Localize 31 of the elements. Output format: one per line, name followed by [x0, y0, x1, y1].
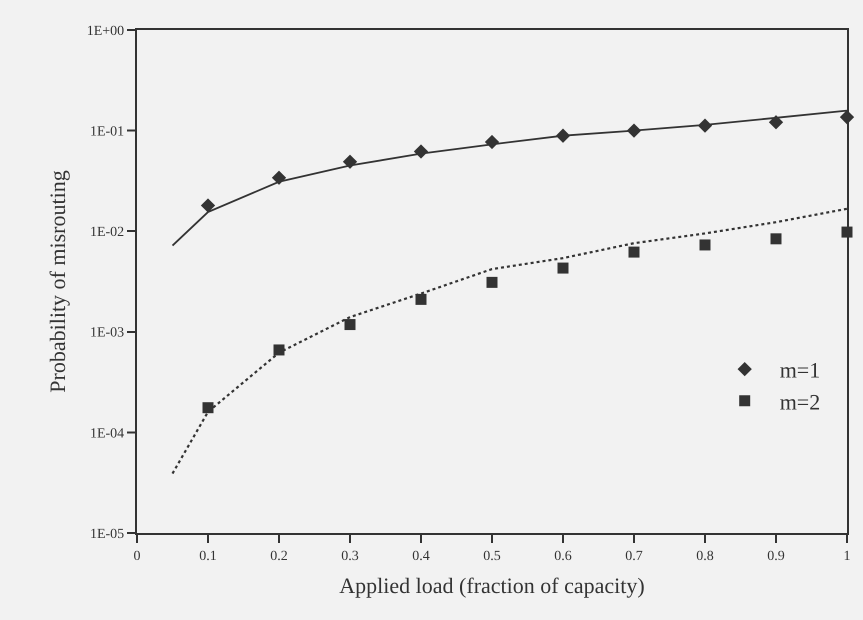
y-tick-label: 1E+00 — [86, 24, 124, 39]
x-tick-label: 0 — [134, 548, 140, 564]
point — [700, 239, 710, 250]
y-tick-label: 1E-01 — [90, 124, 124, 140]
x-tick-label: 0.8 — [696, 548, 714, 564]
x-tick-label: 0.2 — [270, 548, 288, 564]
point — [202, 402, 214, 414]
point — [770, 233, 782, 244]
y-tick-label: 1E-02 — [90, 225, 124, 240]
x-tick-label: 0.7 — [625, 548, 643, 564]
y-tick-label: 1E-05 — [90, 526, 124, 542]
point — [344, 319, 356, 330]
x-tick-label: 0.4 — [412, 548, 430, 564]
point — [558, 262, 568, 274]
legend-label: m=2 — [780, 389, 820, 414]
point — [416, 294, 426, 305]
x-tick-label: 0.5 — [483, 548, 501, 564]
x-axis-title: Applied load (fraction of capacity) — [339, 573, 645, 598]
x-tick-label: 0.9 — [767, 548, 785, 564]
y-tick-label: 1E-04 — [90, 426, 124, 442]
point — [200, 198, 216, 213]
x-tick-label: 0.6 — [554, 548, 572, 564]
x-tick-label: 1 — [844, 548, 850, 564]
point — [274, 344, 284, 356]
x-tick-label: 0.3 — [341, 548, 359, 564]
x-tick-label: 0.1 — [199, 548, 217, 564]
y-axis-title: Probability of misrouting — [45, 170, 70, 393]
point — [628, 246, 640, 258]
y-tick-label: 1E-03 — [90, 326, 124, 341]
legend-label: m=1 — [780, 358, 820, 383]
point — [486, 276, 498, 288]
